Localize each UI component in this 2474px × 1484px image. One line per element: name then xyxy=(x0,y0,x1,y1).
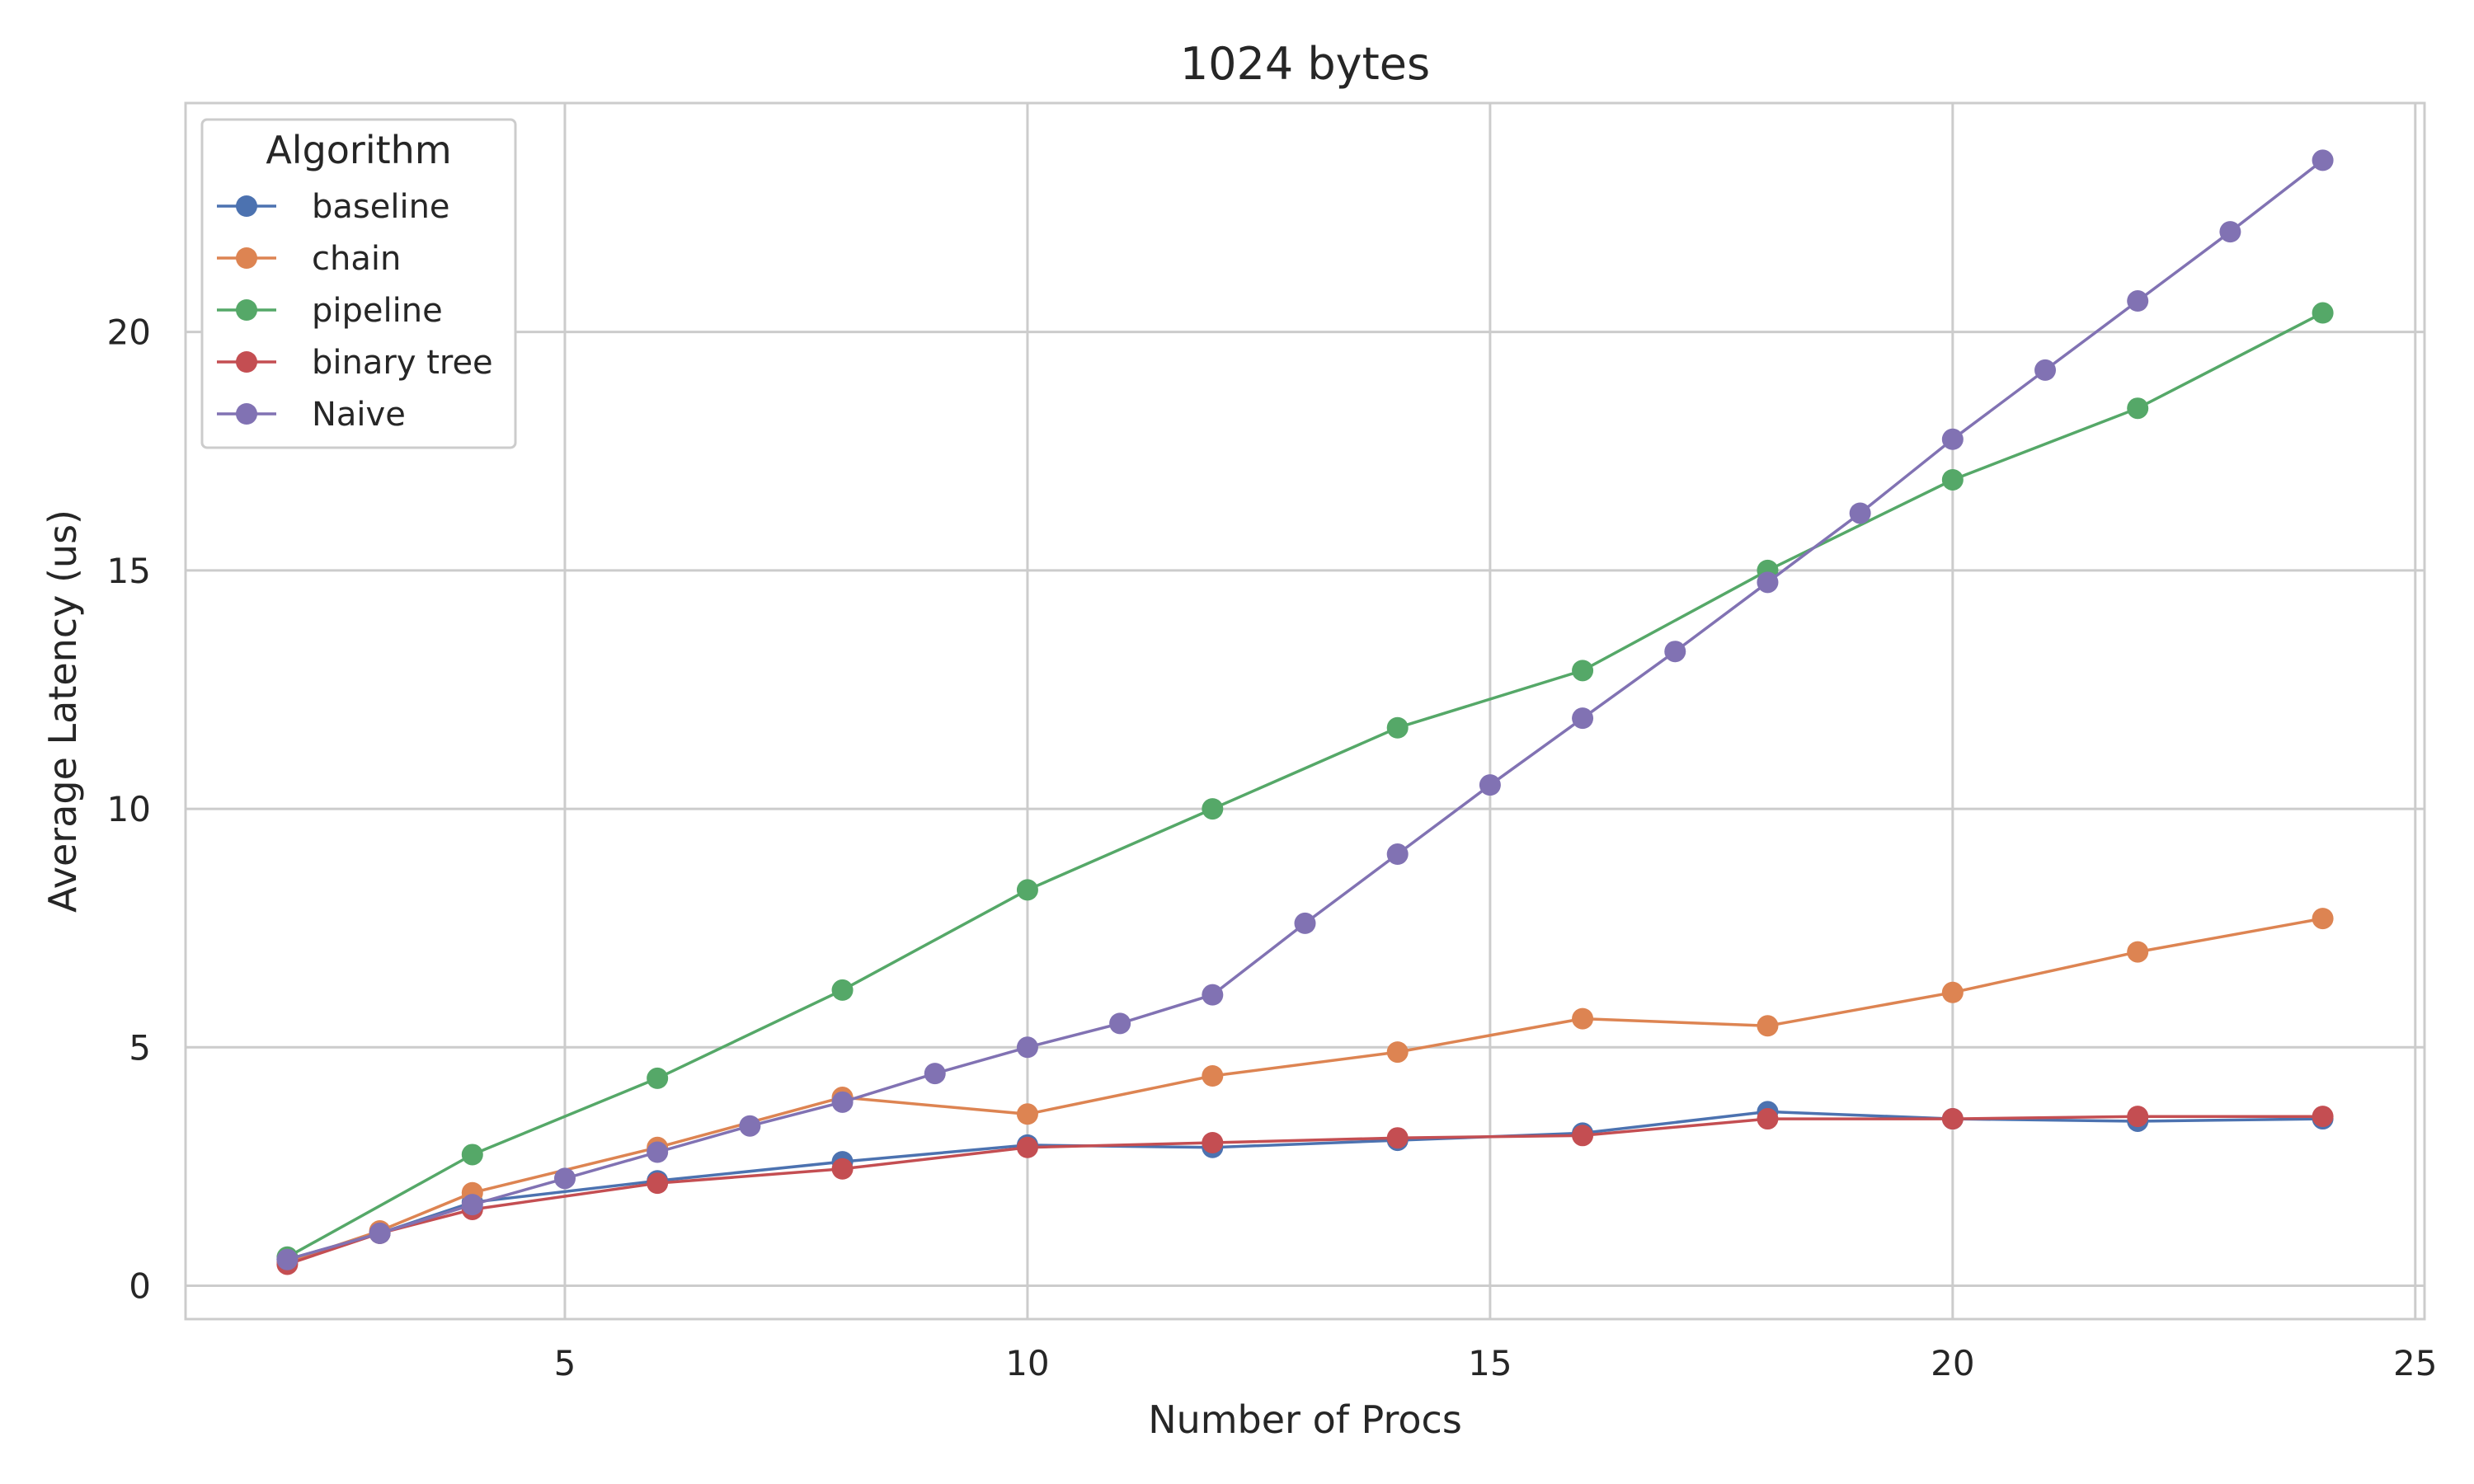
data-point xyxy=(1294,912,1316,934)
x-axis-ticks: 5 10 15 20 25 xyxy=(554,1343,2438,1383)
legend-item: Naive xyxy=(217,396,406,434)
data-point xyxy=(2312,302,2334,324)
legend-item: chain xyxy=(217,240,401,278)
data-point xyxy=(1572,660,1594,682)
x-tick-label: 25 xyxy=(2393,1343,2437,1383)
data-point xyxy=(2034,359,2057,381)
data-point xyxy=(1572,707,1594,730)
data-point xyxy=(2312,1106,2334,1128)
data-point xyxy=(1664,641,1686,663)
legend-swatch-marker xyxy=(236,195,257,217)
x-tick-label: 15 xyxy=(1468,1343,1512,1383)
data-point xyxy=(1941,1108,1964,1130)
data-point xyxy=(1941,468,1964,491)
data-point xyxy=(1572,1125,1594,1147)
data-point xyxy=(1757,1015,1779,1037)
grid-lines xyxy=(186,103,2425,1319)
data-point xyxy=(1016,1036,1038,1059)
data-point xyxy=(2127,290,2149,312)
data-point xyxy=(369,1222,391,1244)
data-point xyxy=(1386,843,1409,866)
y-tick-label: 20 xyxy=(107,312,151,353)
legend-swatch-marker xyxy=(236,351,257,373)
data-point xyxy=(1109,1012,1131,1035)
data-point xyxy=(1016,1103,1038,1125)
data-point xyxy=(1016,1136,1038,1158)
legend-label: Naive xyxy=(312,396,406,434)
legend: Algorithm baseline chain pipeline binary tr… xyxy=(200,118,517,449)
legend-label: chain xyxy=(312,240,401,278)
data-point xyxy=(1941,981,1964,1003)
data-point xyxy=(647,1172,669,1195)
data-point xyxy=(2219,221,2241,243)
data-point xyxy=(1479,774,1501,796)
x-tick-label: 20 xyxy=(1931,1343,1974,1383)
data-point xyxy=(1202,984,1224,1006)
legend-box xyxy=(200,118,517,449)
data-point xyxy=(2127,397,2149,420)
legend-item: binary tree xyxy=(217,344,493,382)
y-axis-label: Average Latency (us) xyxy=(40,510,85,913)
data-point xyxy=(1941,428,1964,450)
plot-frame xyxy=(184,101,2426,1321)
x-axis-label: Number of Procs xyxy=(1148,1397,1462,1442)
data-point xyxy=(1849,502,1871,524)
data-point xyxy=(1386,716,1409,739)
data-point xyxy=(2127,1106,2149,1128)
data-point xyxy=(276,1248,299,1270)
legend-swatch-marker xyxy=(236,247,257,269)
y-tick-label: 5 xyxy=(129,1027,151,1068)
data-point xyxy=(2127,941,2149,963)
data-point xyxy=(1572,1007,1594,1030)
data-point xyxy=(739,1115,761,1137)
legend-label: baseline xyxy=(312,188,450,226)
data-point xyxy=(1757,571,1779,594)
legend-swatch-marker xyxy=(236,403,257,425)
series-layer xyxy=(276,149,2334,1275)
chart-title: 1024 bytes xyxy=(1180,38,1430,90)
y-axis-ticks: 0 5 10 15 20 xyxy=(107,312,151,1307)
data-point xyxy=(1202,1131,1224,1153)
data-point xyxy=(1202,1065,1224,1087)
legend-label: pipeline xyxy=(312,292,443,330)
series-naive xyxy=(276,149,2334,1270)
legend-items: baseline chain pipeline binary tree Naive xyxy=(217,188,493,434)
x-tick-label: 5 xyxy=(554,1343,576,1383)
y-tick-label: 10 xyxy=(107,789,151,829)
data-point xyxy=(553,1167,576,1190)
legend-swatch-marker xyxy=(236,299,257,321)
data-point xyxy=(1202,798,1224,820)
data-point xyxy=(1386,1127,1409,1149)
data-point xyxy=(461,1194,483,1216)
data-point xyxy=(2312,908,2334,930)
legend-title: Algorithm xyxy=(266,128,451,172)
data-point xyxy=(647,1067,669,1089)
data-point xyxy=(1386,1041,1409,1064)
x-tick-label: 10 xyxy=(1005,1343,1049,1383)
legend-item: pipeline xyxy=(217,292,443,330)
legend-item: baseline xyxy=(217,188,450,226)
y-tick-label: 0 xyxy=(129,1266,151,1307)
data-point xyxy=(831,1091,854,1113)
data-point xyxy=(924,1063,946,1085)
y-tick-label: 15 xyxy=(107,551,151,591)
data-point xyxy=(831,979,854,1001)
data-point xyxy=(647,1141,669,1163)
data-point xyxy=(831,1158,854,1180)
data-point xyxy=(2312,149,2334,171)
legend-label: binary tree xyxy=(312,344,493,382)
series-line xyxy=(286,311,2324,1259)
data-point xyxy=(1016,879,1038,901)
data-point xyxy=(1757,1108,1779,1130)
data-point xyxy=(461,1144,483,1166)
